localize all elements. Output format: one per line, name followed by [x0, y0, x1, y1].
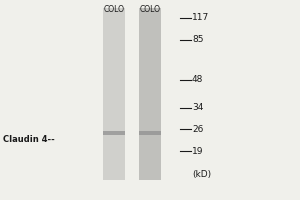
Text: COLO: COLO: [140, 5, 160, 14]
Bar: [103, 131, 125, 135]
Text: (kD): (kD): [192, 170, 211, 178]
Text: 85: 85: [192, 36, 203, 45]
Text: 117: 117: [192, 14, 209, 22]
Bar: [103, 8, 125, 180]
Bar: [139, 131, 161, 135]
Text: Claudin 4--: Claudin 4--: [3, 134, 55, 144]
Text: 34: 34: [192, 104, 203, 112]
Bar: [139, 8, 161, 180]
Text: 19: 19: [192, 146, 203, 156]
Text: 48: 48: [192, 75, 203, 84]
Text: COLO: COLO: [103, 5, 124, 14]
Text: 26: 26: [192, 124, 203, 134]
